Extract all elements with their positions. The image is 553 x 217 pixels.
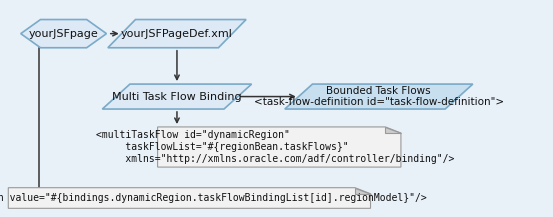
Text: Multi Task Flow Binding: Multi Task Flow Binding — [112, 92, 242, 102]
Text: Bounded Task Flows
<task-flow-definition id="task-flow-definition">: Bounded Task Flows <task-flow-definition… — [254, 86, 504, 107]
Polygon shape — [8, 188, 371, 208]
Text: <multiTaskFlow id="dynamicRegion"
     taskFlowList="#{regionBean.taskFlows}"
  : <multiTaskFlow id="dynamicRegion" taskFl… — [96, 130, 455, 164]
Polygon shape — [108, 20, 246, 48]
Text: yourJSFPageDef.xml: yourJSFPageDef.xml — [121, 29, 233, 39]
Text: yourJSFpage: yourJSFpage — [29, 29, 98, 39]
Polygon shape — [385, 127, 401, 133]
Polygon shape — [21, 20, 106, 48]
Polygon shape — [158, 127, 401, 167]
Text: <af:region value="#{bindings.dynamicRegion.taskFlowBindingList[id].regionModel}": <af:region value="#{bindings.dynamicRegi… — [0, 193, 426, 203]
Polygon shape — [355, 188, 371, 194]
Polygon shape — [285, 84, 473, 109]
Polygon shape — [102, 84, 252, 109]
